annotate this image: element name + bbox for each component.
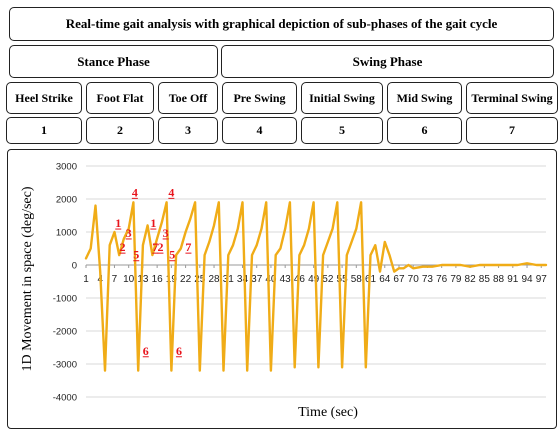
series-layer — [84, 201, 548, 372]
y-tick-label: 3000 — [56, 162, 77, 173]
phase-marker-label: 2 — [157, 240, 163, 254]
subphase-mid-swing: Mid Swing — [387, 82, 462, 114]
phase-marker-label: 6 — [143, 344, 149, 358]
subphase-number-6: 6 — [387, 117, 462, 144]
subphase-label: Heel Strike — [15, 90, 73, 105]
x-tick-label: 67 — [393, 274, 405, 285]
x-tick-label: 88 — [493, 274, 505, 285]
y-tick-label: -3000 — [53, 360, 77, 371]
subphase-number-5: 5 — [301, 117, 383, 144]
phase-marker-label: 1 — [115, 216, 121, 230]
phase-marker-label: 3 — [163, 226, 169, 240]
phase-marker-label: 5 — [133, 248, 139, 262]
x-tick-label: 10 — [123, 274, 135, 285]
subphase-number-4: 4 — [222, 117, 297, 144]
subphase-number: 7 — [509, 123, 515, 137]
x-tick-label: 82 — [465, 274, 477, 285]
x-tick-label: 37 — [251, 274, 263, 285]
x-tick-label: 28 — [208, 274, 220, 285]
x-tick-label: 91 — [507, 274, 519, 285]
y-tick-label: -1000 — [53, 294, 77, 305]
y-axis-label: 1D Movement in space (deg/sec) — [20, 186, 35, 371]
x-tick-label: 25 — [194, 274, 206, 285]
chart-title-box: Real-time gait analysis with graphical d… — [9, 7, 554, 41]
subphase-initial-swing: Initial Swing — [301, 82, 383, 114]
phase-marker-label: 7 — [152, 240, 158, 254]
subphase-number-7: 7 — [466, 117, 558, 144]
phase-marker-label: 4 — [132, 185, 138, 199]
subphase-number-3: 3 — [158, 117, 218, 144]
subphase-number: 4 — [256, 123, 263, 137]
swing-phase-box: Swing Phase — [221, 45, 554, 78]
x-tick-label: 13 — [137, 274, 149, 285]
subphase-number-2: 2 — [86, 117, 154, 144]
x-tick-label: 76 — [436, 274, 448, 285]
page-title: Real-time gait analysis with graphical d… — [65, 16, 498, 31]
phase-marker-label: 4 — [168, 185, 174, 199]
subphase-label: Terminal Swing — [471, 90, 553, 105]
subphase-number: 3 — [185, 123, 191, 137]
x-tick-label: 94 — [521, 274, 533, 285]
phase-marker-label: 7 — [185, 240, 191, 254]
x-tick-label: 16 — [152, 274, 164, 285]
x-axis-label: Time (sec) — [298, 405, 358, 420]
x-tick-label: 58 — [351, 274, 363, 285]
phase-marker-label: 5 — [169, 248, 175, 262]
x-tick-label: 22 — [180, 274, 192, 285]
x-tick-label: 7 — [112, 274, 118, 285]
x-tick-label: 85 — [479, 274, 491, 285]
subphase-number: 5 — [339, 123, 345, 137]
subphase-terminal-swing: Terminal Swing — [466, 82, 558, 114]
chart-frame: 3000 2000 1000 0 -1000 -2000 -3000 -4000 1 4 7 10 13… — [7, 149, 557, 429]
subphase-toe-off: Toe Off — [158, 82, 218, 114]
y-tick-label: 0 — [72, 261, 77, 272]
phase-marker-label: 2 — [120, 240, 126, 254]
phase-marker-label: 3 — [126, 226, 132, 240]
subphase-number: 1 — [41, 123, 47, 137]
x-tick-label: 64 — [379, 274, 391, 285]
subphase-number-1: 1 — [6, 117, 82, 144]
x-tick-label: 34 — [237, 274, 249, 285]
subphase-label: Mid Swing — [396, 90, 453, 105]
x-tick-label: 61 — [365, 274, 377, 285]
y-tick-label: 1000 — [56, 228, 77, 239]
subphase-label: Initial Swing — [309, 90, 375, 105]
subphase-label: Toe Off — [168, 90, 208, 105]
y-tick-label: -2000 — [53, 327, 77, 338]
x-tick-label: 1 — [83, 274, 89, 285]
subphase-label: Pre Swing — [233, 90, 286, 105]
subphase-number: 6 — [421, 123, 428, 137]
x-tick-label: 43 — [280, 274, 292, 285]
x-tick-label: 73 — [422, 274, 434, 285]
series-line — [84, 201, 548, 372]
y-tick-label: 2000 — [56, 195, 77, 206]
phase-marker-label: 6 — [176, 344, 182, 358]
phase-marker-label: 1 — [150, 216, 156, 230]
subphase-label: Foot Flat — [96, 90, 144, 105]
swing-phase-label: Swing Phase — [352, 53, 423, 69]
x-tick-label: 19 — [166, 274, 178, 285]
x-tick-label: 79 — [450, 274, 462, 285]
y-tick-label: -4000 — [53, 393, 77, 404]
x-tick-label: 49 — [308, 274, 320, 285]
stance-phase-box: Stance Phase — [9, 45, 218, 78]
stance-phase-label: Stance Phase — [77, 53, 150, 69]
x-tick-label: 40 — [265, 274, 277, 285]
subphase-heel-strike: Heel Strike — [6, 82, 82, 114]
subphase-pre-swing: Pre Swing — [222, 82, 297, 114]
subphase-number: 2 — [117, 123, 123, 137]
subphase-foot-flat: Foot Flat — [86, 82, 154, 114]
x-tick-label: 97 — [536, 274, 548, 285]
x-tick-label: 55 — [337, 274, 349, 285]
x-tick-label: 52 — [322, 274, 334, 285]
x-tick-label: 46 — [294, 274, 306, 285]
x-tick-label: 70 — [408, 274, 420, 285]
